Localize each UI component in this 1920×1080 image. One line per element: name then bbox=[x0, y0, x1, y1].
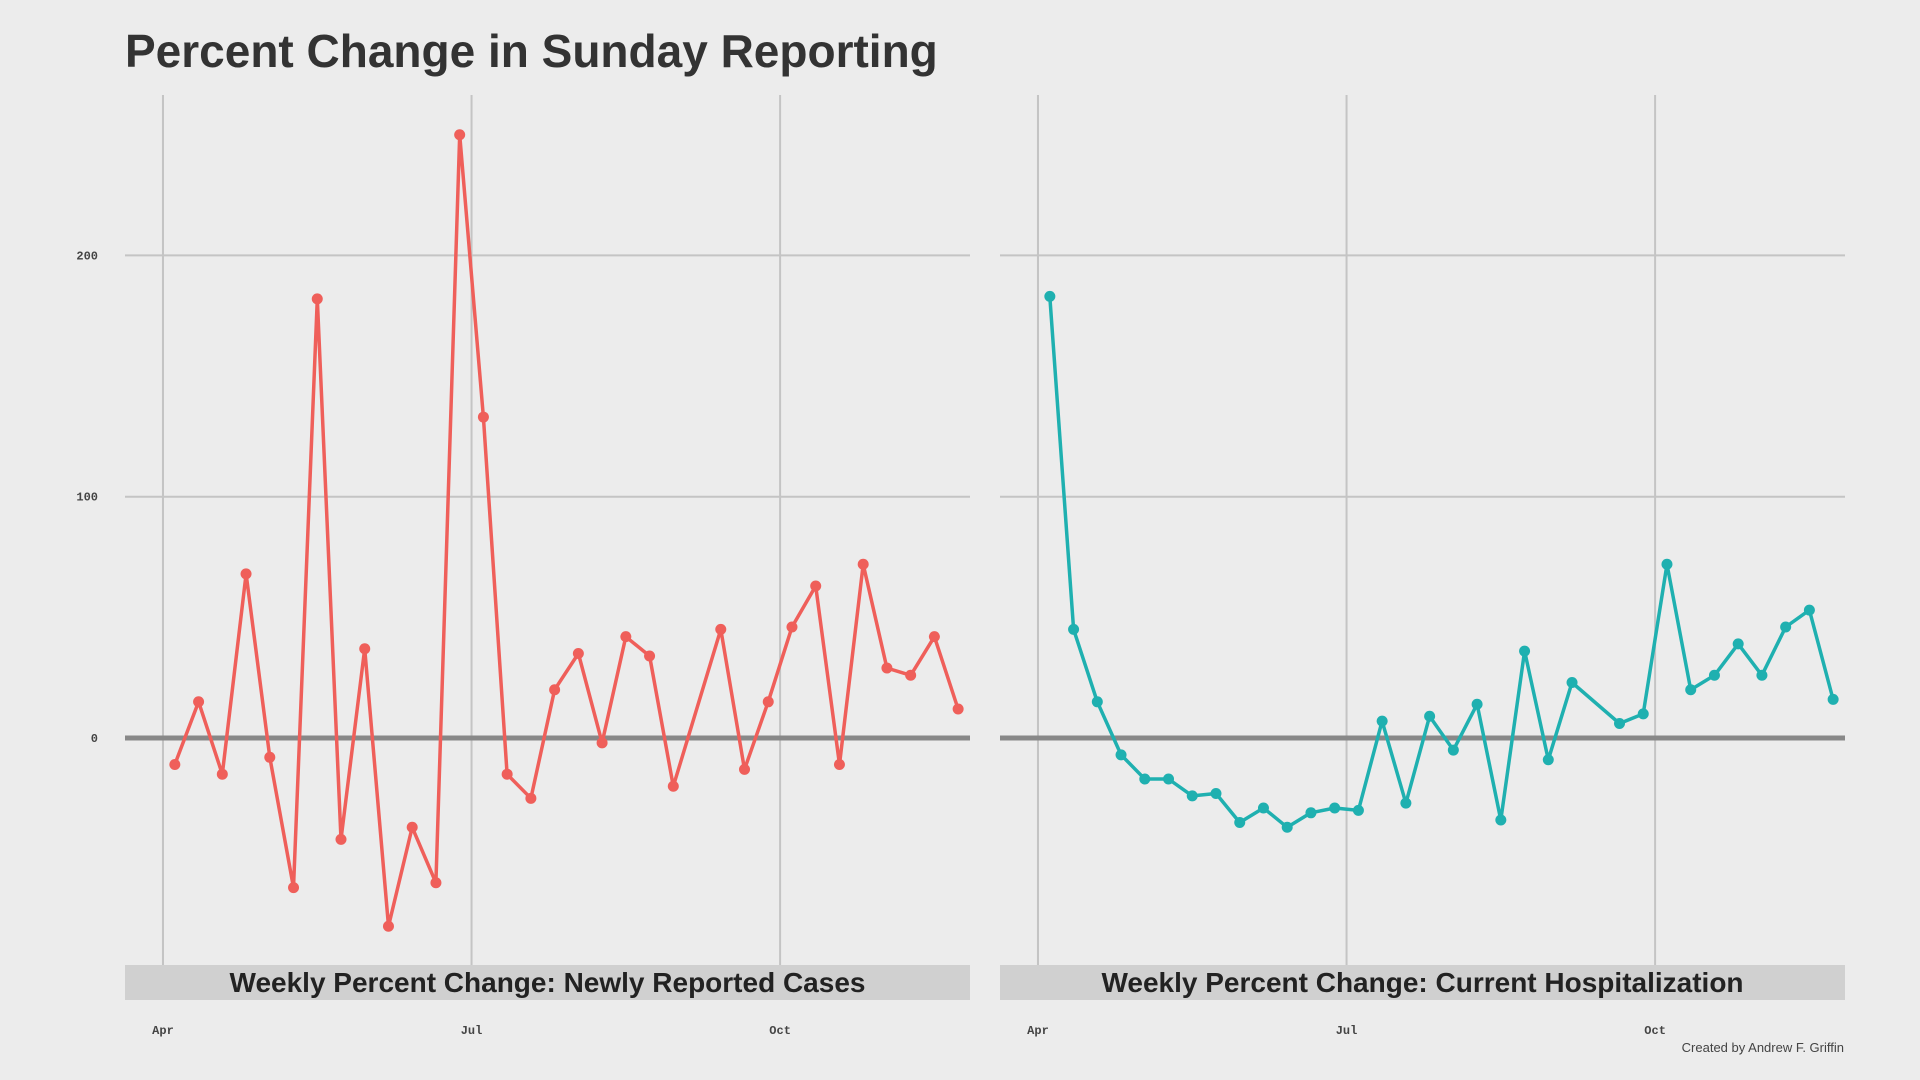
data-point bbox=[1519, 645, 1531, 657]
data-point bbox=[359, 643, 371, 655]
data-point bbox=[596, 737, 608, 749]
facet-strip bbox=[125, 965, 970, 1000]
data-point bbox=[1139, 773, 1151, 785]
x-tick-label: Apr bbox=[152, 1024, 174, 1038]
data-point bbox=[810, 580, 822, 592]
data-point bbox=[1424, 710, 1436, 722]
data-point bbox=[501, 768, 513, 780]
data-point bbox=[1708, 669, 1720, 681]
data-point bbox=[1115, 749, 1127, 761]
data-point bbox=[1400, 797, 1412, 809]
data-point bbox=[525, 792, 537, 804]
data-point bbox=[1732, 638, 1744, 650]
data-point bbox=[857, 558, 869, 570]
x-tick-label: Oct bbox=[1644, 1024, 1666, 1038]
x-tick-label: Jul bbox=[461, 1024, 483, 1038]
data-point bbox=[715, 623, 727, 635]
data-point bbox=[430, 877, 442, 889]
data-point bbox=[454, 129, 466, 141]
data-point bbox=[1637, 708, 1649, 720]
x-tick-label: Apr bbox=[1027, 1024, 1049, 1038]
data-point bbox=[549, 684, 561, 696]
data-point bbox=[169, 759, 181, 771]
data-point bbox=[1234, 816, 1246, 828]
y-tick-label: 100 bbox=[76, 491, 98, 505]
data-point bbox=[739, 763, 751, 775]
x-tick-label: Jul bbox=[1336, 1024, 1358, 1038]
x-tick-label: Oct bbox=[769, 1024, 791, 1038]
data-point bbox=[1068, 623, 1080, 635]
data-point bbox=[1044, 290, 1056, 302]
data-point bbox=[1447, 744, 1459, 756]
data-point bbox=[786, 621, 798, 633]
panel-cases: 0 100 200 Weekly Percent Change: Newly Repo… bbox=[76, 95, 970, 1038]
data-point bbox=[1471, 698, 1483, 710]
data-point bbox=[1257, 802, 1269, 814]
data-point bbox=[335, 833, 347, 845]
credit-text: Created by Andrew F. Griffin bbox=[1681, 1040, 1844, 1055]
facet-strip-label: Weekly Percent Change: Current Hospitali… bbox=[1101, 967, 1743, 998]
data-point bbox=[1376, 715, 1388, 727]
data-point bbox=[833, 759, 845, 771]
data-point bbox=[1495, 814, 1507, 826]
y-tick-label: 0 bbox=[91, 732, 98, 746]
panel-hospitalization: Weekly Percent Change: Current Hospitali… bbox=[1000, 95, 1845, 1038]
data-point bbox=[905, 669, 917, 681]
data-point bbox=[311, 293, 323, 305]
data-point bbox=[928, 631, 940, 643]
data-point bbox=[1186, 790, 1198, 802]
data-point bbox=[1210, 787, 1222, 799]
data-point bbox=[762, 696, 774, 708]
page-title: Percent Change in Sunday Reporting bbox=[125, 25, 938, 77]
data-point bbox=[240, 568, 252, 580]
data-point bbox=[1281, 821, 1293, 833]
data-point bbox=[881, 662, 893, 674]
data-point bbox=[1091, 696, 1103, 708]
data-point bbox=[406, 821, 418, 833]
data-point bbox=[1566, 677, 1578, 689]
data-point bbox=[1780, 621, 1792, 633]
data-point bbox=[1614, 718, 1626, 730]
data-point bbox=[620, 631, 632, 643]
data-point bbox=[1329, 802, 1341, 814]
data-point bbox=[644, 650, 656, 662]
data-point bbox=[1661, 558, 1673, 570]
data-point bbox=[1163, 773, 1175, 785]
data-point bbox=[288, 882, 300, 894]
data-point bbox=[1305, 807, 1317, 819]
facet-strip-label: Weekly Percent Change: Newly Reported Ca… bbox=[230, 967, 866, 998]
data-point bbox=[193, 696, 205, 708]
data-point bbox=[477, 411, 489, 423]
series-line-cases bbox=[173, 133, 960, 928]
data-point bbox=[1352, 804, 1364, 816]
data-point bbox=[572, 648, 584, 660]
data-point bbox=[1803, 604, 1815, 616]
y-tick-label: 200 bbox=[76, 249, 98, 263]
facet-strip bbox=[1000, 965, 1845, 1000]
data-point bbox=[382, 920, 394, 932]
data-point bbox=[1827, 693, 1839, 705]
data-point bbox=[1542, 754, 1554, 766]
data-point bbox=[1756, 669, 1768, 681]
data-point bbox=[264, 751, 276, 763]
data-point bbox=[667, 780, 679, 792]
data-point bbox=[952, 703, 964, 715]
data-point bbox=[1685, 684, 1697, 696]
data-point bbox=[216, 768, 228, 780]
series-line-hosp bbox=[1048, 296, 1835, 830]
